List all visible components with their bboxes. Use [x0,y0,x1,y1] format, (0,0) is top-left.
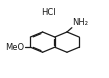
Text: NH₂: NH₂ [72,18,88,27]
Text: MeO: MeO [5,43,24,52]
Text: HCl: HCl [41,8,56,17]
